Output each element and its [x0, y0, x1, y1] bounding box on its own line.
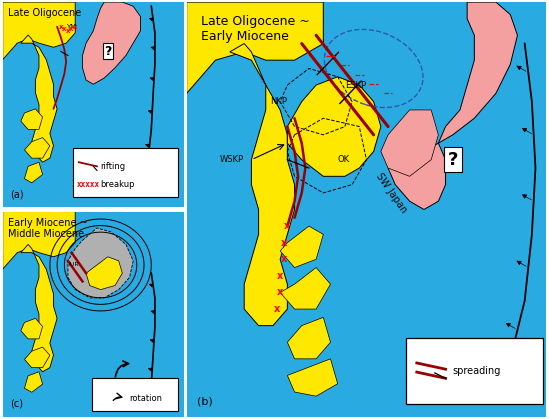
Text: x: x — [62, 26, 66, 32]
Text: x: x — [273, 304, 279, 314]
Text: x: x — [66, 28, 70, 34]
Polygon shape — [287, 77, 381, 176]
Text: NKP: NKP — [270, 97, 287, 106]
Text: x: x — [59, 24, 63, 30]
Polygon shape — [25, 137, 50, 158]
Text: IUR: IUR — [68, 262, 79, 267]
Text: OK: OK — [338, 155, 350, 164]
FancyBboxPatch shape — [406, 338, 542, 404]
Text: SW Japan: SW Japan — [374, 171, 408, 215]
Polygon shape — [280, 226, 323, 268]
Text: WSKP: WSKP — [220, 155, 244, 164]
Text: (b): (b) — [198, 396, 213, 406]
Text: x: x — [277, 287, 283, 297]
Polygon shape — [25, 347, 50, 367]
Text: x: x — [281, 238, 287, 248]
Polygon shape — [381, 110, 439, 176]
Text: Late Oligocene: Late Oligocene — [8, 8, 81, 18]
Text: YM: YM — [66, 24, 77, 30]
Polygon shape — [21, 109, 43, 129]
Text: Early Miocene ~
Middle Miocene: Early Miocene ~ Middle Miocene — [8, 218, 88, 239]
Text: rotation: rotation — [130, 394, 163, 403]
Polygon shape — [25, 162, 43, 183]
Text: ESKP: ESKP — [345, 80, 366, 90]
Text: x: x — [281, 254, 287, 264]
Text: ?: ? — [104, 45, 111, 58]
Text: xxxxx: xxxxx — [77, 180, 100, 189]
Polygon shape — [280, 268, 330, 309]
FancyBboxPatch shape — [92, 378, 178, 411]
Text: (c): (c) — [10, 399, 23, 409]
Polygon shape — [287, 317, 330, 359]
Polygon shape — [21, 35, 57, 162]
Text: rifting: rifting — [100, 162, 126, 171]
Polygon shape — [187, 2, 323, 93]
Text: x: x — [284, 221, 290, 231]
Polygon shape — [21, 318, 43, 339]
Polygon shape — [3, 212, 75, 269]
Polygon shape — [388, 2, 518, 210]
Polygon shape — [25, 372, 43, 392]
Text: x: x — [277, 271, 283, 281]
Polygon shape — [68, 228, 133, 298]
Polygon shape — [230, 44, 295, 326]
Text: x: x — [73, 24, 77, 30]
Text: (a): (a) — [10, 189, 24, 199]
FancyBboxPatch shape — [74, 148, 178, 197]
Text: spreading: spreading — [453, 366, 501, 376]
Polygon shape — [21, 244, 57, 372]
Text: ?: ? — [447, 151, 458, 169]
Polygon shape — [3, 2, 75, 59]
Polygon shape — [82, 2, 141, 84]
Text: Late Oligocene ~
Early Miocene: Late Oligocene ~ Early Miocene — [201, 15, 310, 43]
Text: x: x — [69, 26, 74, 32]
Polygon shape — [86, 257, 122, 290]
Polygon shape — [287, 359, 338, 396]
Text: breakup: breakup — [100, 180, 135, 189]
